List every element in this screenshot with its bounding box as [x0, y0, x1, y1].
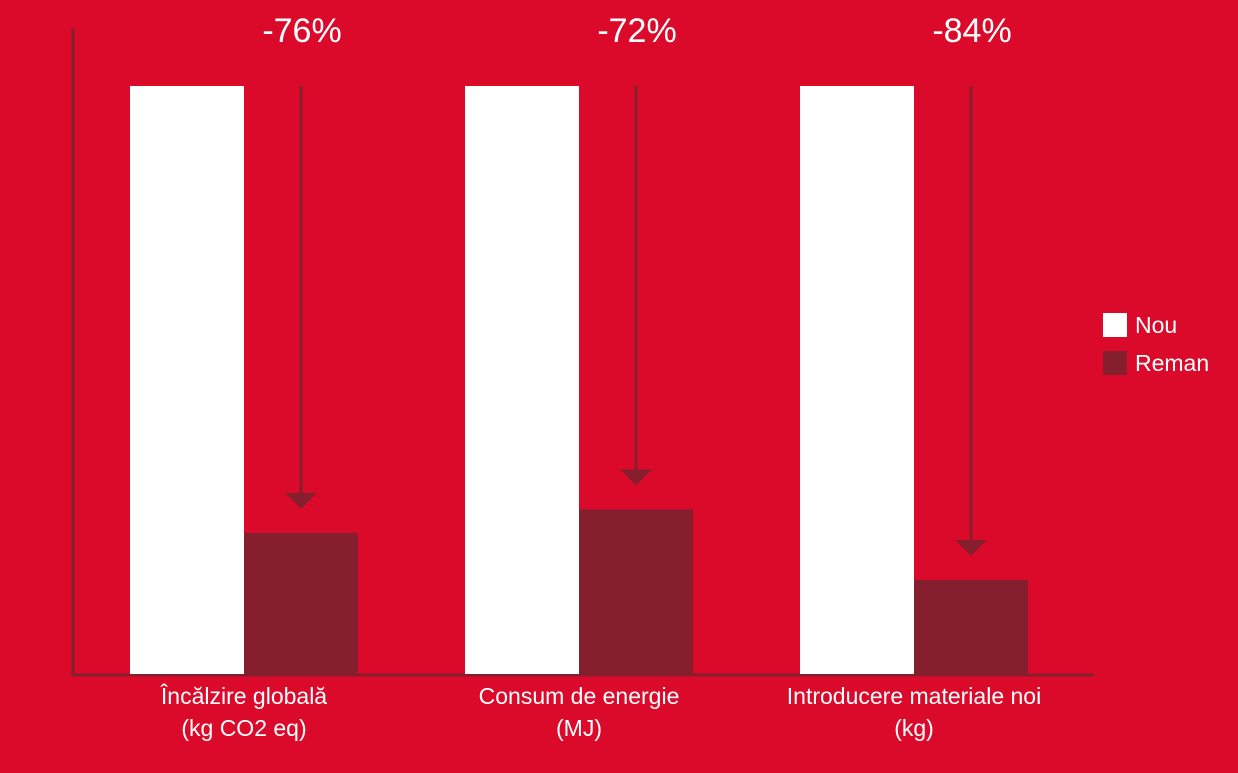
bar-nou-1	[130, 86, 244, 674]
bar-reman-2	[579, 509, 693, 674]
bar-nou-3	[800, 86, 914, 674]
bar-reman-3	[914, 579, 1028, 674]
legend-label-nou: Nou	[1135, 312, 1177, 338]
reduction-label-2: -72%	[597, 12, 676, 50]
arrows-group	[285, 86, 987, 556]
category-label-1: Încălzire globală	[160, 683, 327, 709]
category-unit-2: (MJ)	[556, 715, 602, 741]
arrow-head-2	[620, 469, 652, 486]
category-label-3: Introducere materiale noi	[787, 683, 1041, 709]
legend-swatch-reman	[1103, 351, 1127, 375]
bars-group	[130, 86, 1028, 674]
category-unit-1: (kg CO2 eq)	[181, 715, 306, 741]
arrow-head-3	[955, 539, 987, 556]
category-label-2: Consum de energie	[479, 683, 680, 709]
legend-label-reman: Reman	[1135, 350, 1209, 376]
legend: Nou Reman	[1103, 312, 1209, 376]
legend-swatch-nou	[1103, 313, 1127, 337]
reduction-label-3: -84%	[932, 12, 1011, 50]
reduction-label-1: -76%	[262, 12, 341, 50]
labels-group: -76% Încălzire globală (kg CO2 eq) -72% Cons…	[160, 12, 1041, 741]
bar-nou-2	[465, 86, 579, 674]
arrow-head-1	[285, 492, 317, 509]
chart-axes	[71, 28, 1094, 677]
bar-reman-1	[244, 532, 358, 674]
category-unit-3: (kg)	[894, 715, 934, 741]
